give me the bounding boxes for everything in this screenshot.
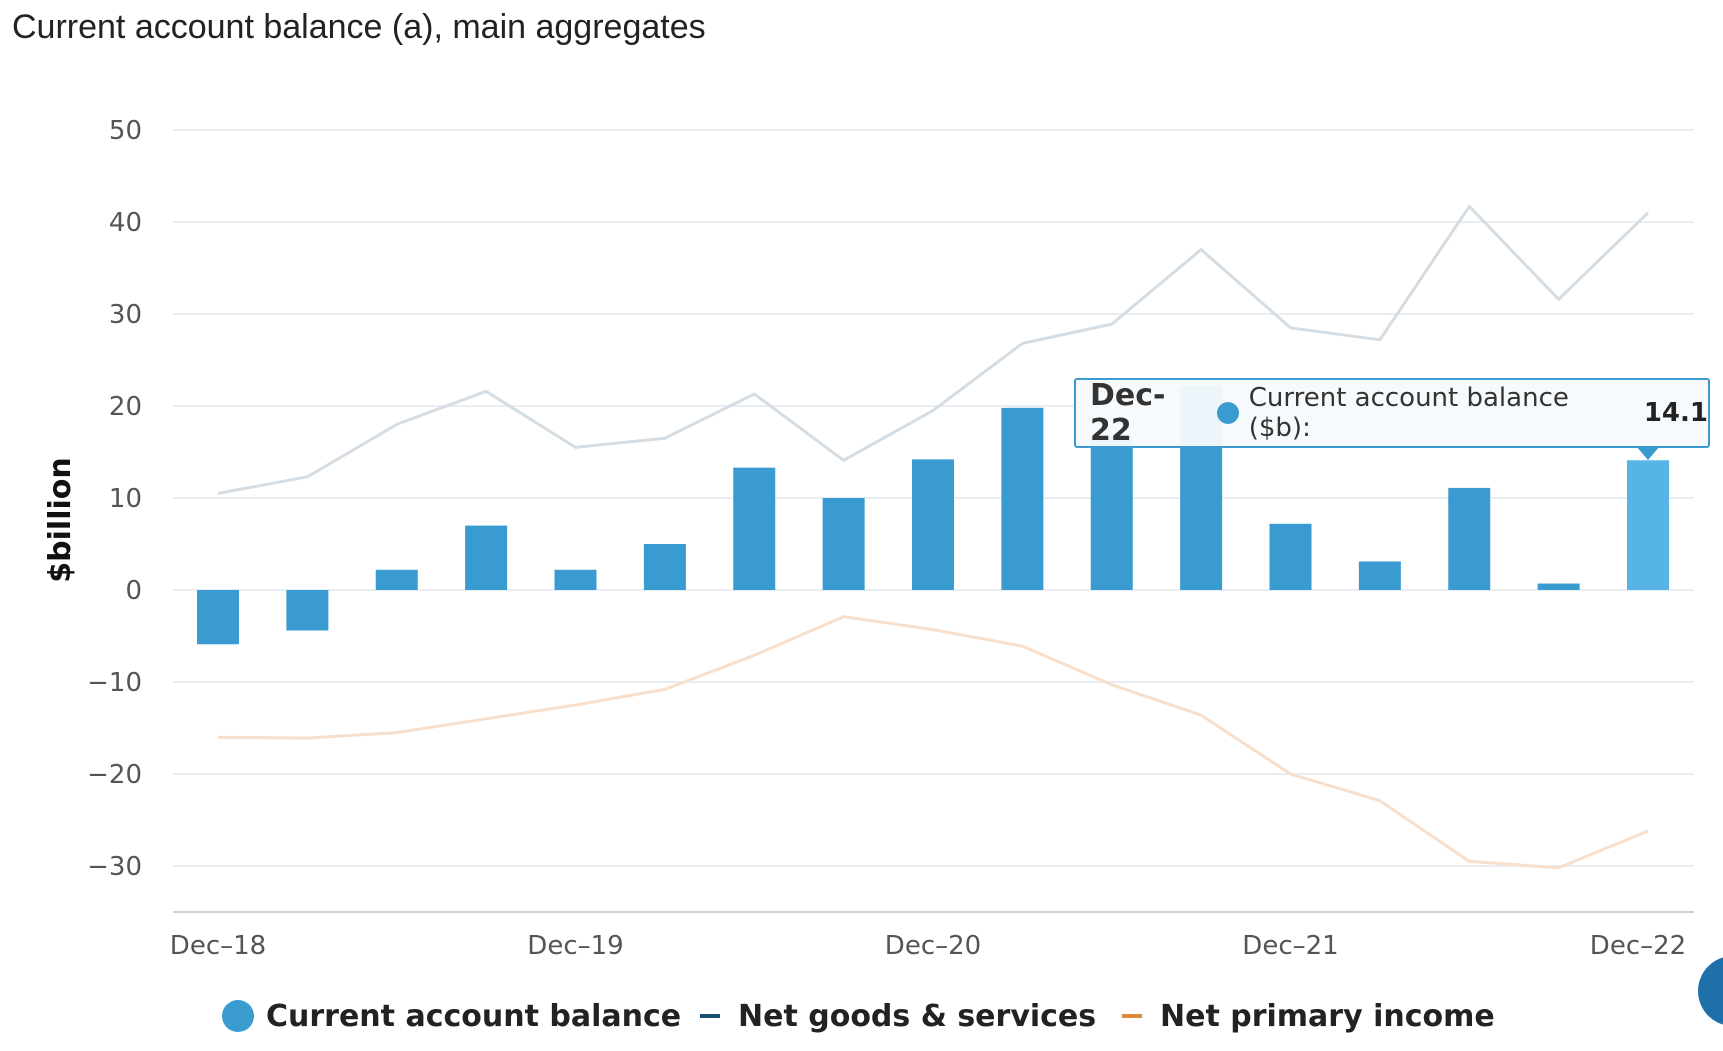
bar xyxy=(1627,460,1669,590)
legend-item-label: Net goods & services xyxy=(738,999,1096,1034)
tooltip-label: Current account balance ($b): xyxy=(1248,383,1569,443)
tooltip-value: 14.1 xyxy=(1643,398,1708,428)
x-tick-label: Dec–19 xyxy=(527,931,623,961)
legend-marker-circle-icon xyxy=(222,1000,254,1032)
bar xyxy=(1358,561,1401,590)
bar xyxy=(643,544,686,590)
bar-series xyxy=(197,385,1669,645)
bar xyxy=(1090,435,1133,590)
legend: Current account balance Net goods & servi… xyxy=(222,999,1495,1034)
bar xyxy=(822,498,865,590)
y-tick-label: 30 xyxy=(109,300,142,330)
x-tick-label: Dec–22 xyxy=(1590,931,1686,961)
tooltip-series-dot-icon xyxy=(1216,402,1239,424)
bar xyxy=(197,590,239,645)
bar xyxy=(1001,407,1044,590)
bar xyxy=(286,590,329,631)
y-tick-label: 50 xyxy=(109,116,142,146)
bar xyxy=(733,467,776,590)
net-goods-services-line xyxy=(217,204,1650,495)
y-tick-label: −20 xyxy=(87,760,142,790)
tooltip: Dec-22 Current account balance ($b): 14.… xyxy=(1074,378,1710,448)
y-axis-label: $billion xyxy=(43,457,78,582)
x-tick-label: Dec–20 xyxy=(885,931,981,961)
y-tick-label: −30 xyxy=(87,852,142,882)
x-axis-ticks: Dec–18 Dec–19 Dec–20 Dec–21 Dec–22 xyxy=(170,931,1686,961)
bar xyxy=(465,525,508,590)
tooltip-date: Dec-22 xyxy=(1090,378,1166,448)
x-tick-label: Dec–21 xyxy=(1242,931,1338,961)
line-series xyxy=(217,204,1650,870)
bar xyxy=(1448,487,1491,590)
bar xyxy=(1537,583,1580,590)
bar xyxy=(912,459,954,590)
bar xyxy=(554,569,597,590)
legend-item-label: Net primary income xyxy=(1160,999,1495,1034)
y-tick-label: 10 xyxy=(109,484,142,514)
y-tick-label: −10 xyxy=(87,668,142,698)
net-primary-income-line xyxy=(217,615,1649,870)
y-axis-ticks: 50 40 30 20 10 0 −10 −20 −30 xyxy=(87,116,142,882)
bar xyxy=(375,569,418,590)
tooltip-pointer xyxy=(1636,446,1660,460)
x-tick-label: Dec–18 xyxy=(170,931,266,961)
chart-title: Current account balance (a), main aggreg… xyxy=(12,8,706,46)
bar xyxy=(1269,523,1312,590)
legend-item-label: Current account balance xyxy=(266,999,681,1034)
y-tick-label: 20 xyxy=(109,392,142,422)
y-tick-label: 40 xyxy=(109,208,142,238)
y-tick-label: 0 xyxy=(125,576,142,606)
